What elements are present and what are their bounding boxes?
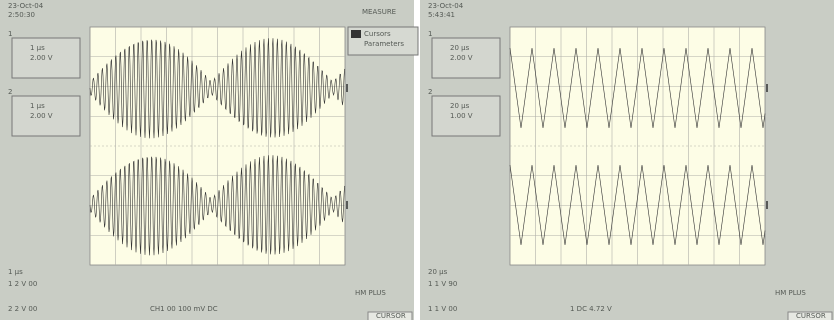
screenshot: 23-Oct-042:50:30MEASURECursorsParameters… — [0, 0, 834, 320]
channel-volts: 2.00 V — [450, 54, 473, 62]
trigger: CH1 00 100 mV DC — [150, 305, 218, 313]
menu-item: Parameters — [364, 40, 404, 48]
channel-number: 1 — [8, 30, 12, 38]
channel-volts: 1.00 V — [450, 112, 473, 120]
mode: HM PLUS — [355, 289, 386, 297]
menu-toggle — [351, 30, 361, 38]
footer-timebase: 1 µs — [8, 268, 23, 276]
channel-volts: 2.00 V — [30, 54, 53, 62]
footer-line2: 1 1 V 00 — [428, 305, 457, 313]
channel-number: 2 — [428, 88, 432, 96]
date: 23-Oct-04 — [8, 2, 44, 10]
channel-timebase: 20 µs — [450, 44, 470, 52]
date: 23-Oct-04 — [428, 2, 464, 10]
footer-line1: 1 1 V 90 — [428, 280, 457, 288]
channel-timebase: 20 µs — [450, 102, 470, 110]
channel-number: 1 — [428, 30, 432, 38]
mode: HM PLUS — [775, 289, 806, 297]
channel-timebase: 1 µs — [30, 102, 45, 110]
channel-timebase: 1 µs — [30, 44, 45, 52]
channel-volts: 2.00 V — [30, 112, 53, 120]
trigger: 1 DC 4.72 V — [570, 305, 612, 313]
button-label: CURSOR — [376, 312, 406, 320]
menu-title: MEASURE — [362, 8, 396, 16]
footer-line2: 2 2 V 00 — [8, 305, 37, 313]
footer-line1: 1 2 V 00 — [8, 280, 37, 288]
menu-item: Cursors — [364, 30, 391, 38]
time: 2:50:30 — [8, 11, 35, 19]
channel-number: 2 — [8, 88, 12, 96]
time: 5:43:41 — [428, 11, 455, 19]
footer-timebase: 20 µs — [428, 268, 448, 276]
button-label: CURSOR — [796, 312, 826, 320]
